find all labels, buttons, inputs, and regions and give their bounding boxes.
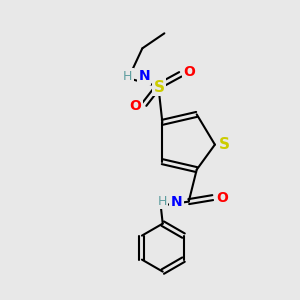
Text: N: N <box>138 69 150 83</box>
Text: N: N <box>171 195 182 208</box>
Text: O: O <box>183 65 195 79</box>
Text: O: O <box>129 99 141 113</box>
Text: S: S <box>154 80 165 95</box>
Text: S: S <box>218 137 230 152</box>
Text: H: H <box>123 70 132 83</box>
Text: O: O <box>216 190 228 205</box>
Text: H: H <box>157 195 167 208</box>
